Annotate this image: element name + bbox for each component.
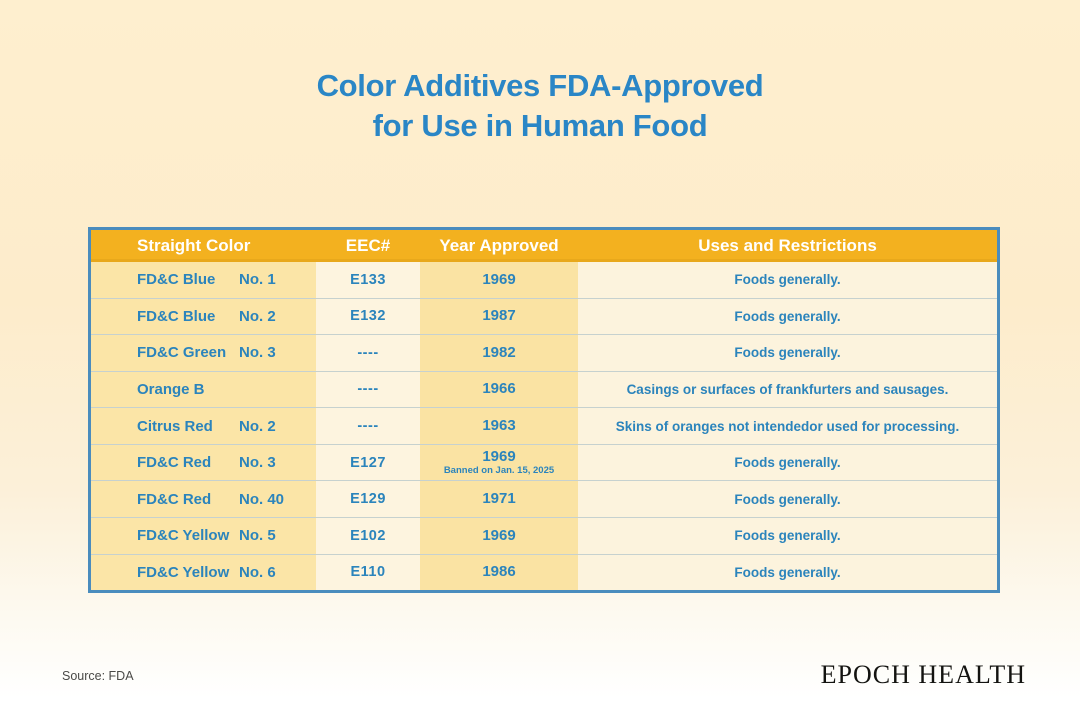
table-row: Orange B ---- 1966 Casings or surfaces o…	[91, 370, 997, 408]
color-number: No. 2	[239, 417, 276, 435]
table-row: FD&C Yellow No. 6 E110 1986 Foods genera…	[91, 553, 997, 591]
page-title-line2: for Use in Human Food	[372, 108, 708, 143]
color-name: Orange B	[137, 380, 205, 398]
year-cell: 1963	[420, 408, 578, 444]
header-year-approved: Year Approved	[439, 236, 559, 255]
year-cell: 1986	[420, 554, 578, 591]
epoch-health-logo: EPOCH HEALTH	[820, 660, 1026, 689]
eec-cell: E110	[316, 554, 420, 591]
source-attribution: Source: FDA	[62, 669, 134, 683]
color-cell: FD&C Green No. 3	[91, 335, 316, 371]
year-cell: 1987	[420, 298, 578, 335]
year-cell: 1969 Banned on Jan. 15, 2025	[420, 444, 578, 481]
uses-cell: Foods generally.	[578, 298, 997, 335]
eec-cell: ----	[316, 335, 420, 371]
banned-note: Banned on Jan. 15, 2025	[443, 465, 555, 477]
color-number: No. 1	[239, 271, 276, 289]
color-cell: Citrus Red No. 2	[91, 408, 316, 444]
uses-cell: Foods generally.	[578, 444, 997, 481]
year-cell: 1969	[420, 517, 578, 554]
color-cell: FD&C Yellow No. 6	[91, 554, 316, 591]
year-cell: 1982	[420, 335, 578, 371]
uses-cell: Foods generally.	[578, 335, 997, 371]
color-name: FD&C Red	[137, 490, 212, 508]
color-number: No. 3	[239, 344, 276, 362]
eec-cell: E129	[316, 481, 420, 517]
uses-cell: Skins of oranges not intendedor used for…	[578, 408, 997, 444]
color-number: No. 2	[239, 307, 276, 325]
color-number: No. 6	[239, 563, 276, 581]
uses-cell: Foods generally.	[578, 262, 997, 298]
table-row: FD&C Yellow No. 5 E102 1969 Foods genera…	[91, 516, 997, 554]
color-name: FD&C Green	[137, 344, 227, 362]
table-row: FD&C Blue No. 2 E132 1987 Foods generall…	[91, 297, 997, 335]
color-cell: FD&C Blue No. 1	[91, 262, 316, 298]
year-cell: 1971	[420, 481, 578, 517]
color-number: No. 40	[239, 490, 285, 508]
table-header-row: Straight Color EEC# Year Approved Uses a…	[91, 230, 997, 262]
table-row: FD&C Green No. 3 ---- 1982 Foods general…	[91, 334, 997, 371]
color-cell: FD&C Blue No. 2	[91, 298, 316, 335]
color-number: No. 3	[239, 454, 276, 472]
eec-cell: E127	[316, 444, 420, 481]
uses-cell: Foods generally.	[578, 517, 997, 554]
eec-cell: ----	[316, 371, 420, 408]
color-name: FD&C Yellow	[137, 527, 230, 545]
uses-cell: Foods generally.	[578, 554, 997, 591]
year-cell: 1966	[420, 371, 578, 408]
header-eec: EEC#	[345, 236, 391, 255]
color-number: No. 5	[239, 527, 276, 545]
color-additives-table: Straight Color EEC# Year Approved Uses a…	[88, 227, 1000, 593]
eec-cell: ----	[316, 408, 420, 444]
page-title: Color Additives FDA-Approved for Use in …	[0, 66, 1080, 146]
table-row: FD&C Red No. 3 E127 1969 Banned on Jan. …	[91, 443, 997, 481]
color-name: FD&C Blue	[137, 271, 216, 289]
color-cell: FD&C Red No. 40	[91, 481, 316, 517]
table-row: Citrus Red No. 2 ---- 1963 Skins of oran…	[91, 407, 997, 444]
table-row: FD&C Blue No. 1 E133 1969 Foods generall…	[91, 262, 997, 298]
uses-cell: Foods generally.	[578, 481, 997, 517]
table-body: FD&C Blue No. 1 E133 1969 Foods generall…	[91, 262, 997, 591]
header-uses-restrictions: Uses and Restrictions	[698, 236, 877, 255]
eec-cell: E132	[316, 298, 420, 335]
table-row: FD&C Red No. 40 E129 1971 Foods generall…	[91, 480, 997, 517]
page-title-line1: Color Additives FDA-Approved	[316, 68, 764, 103]
color-cell: FD&C Yellow No. 5	[91, 517, 316, 554]
header-straight-color: Straight Color	[137, 236, 251, 255]
uses-cell: Casings or surfaces of frankfurters and …	[578, 371, 997, 408]
eec-cell: E133	[316, 262, 420, 298]
eec-cell: E102	[316, 517, 420, 554]
color-name: Citrus Red	[137, 417, 213, 435]
color-cell: Orange B	[91, 371, 316, 408]
color-name: FD&C Blue	[137, 307, 216, 325]
color-name: FD&C Yellow	[137, 563, 230, 581]
year-cell: 1969	[420, 262, 578, 298]
color-cell: FD&C Red No. 3	[91, 444, 316, 481]
color-name: FD&C Red	[137, 454, 212, 472]
